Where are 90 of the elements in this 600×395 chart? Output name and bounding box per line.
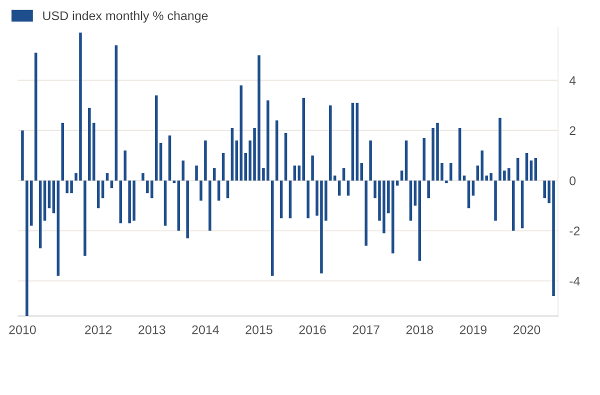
bar bbox=[414, 180, 417, 206]
bar bbox=[168, 135, 172, 181]
bar bbox=[391, 180, 394, 254]
bar bbox=[284, 132, 288, 181]
bar bbox=[351, 102, 354, 181]
bar bbox=[48, 180, 51, 208]
bar bbox=[364, 180, 368, 246]
bar bbox=[21, 130, 24, 181]
x-tick-label: 2013 bbox=[138, 325, 166, 334]
bar bbox=[445, 180, 448, 184]
bar bbox=[124, 150, 126, 181]
bar bbox=[400, 170, 404, 181]
bar bbox=[534, 158, 538, 181]
bar bbox=[200, 180, 202, 201]
bar bbox=[302, 98, 306, 181]
bar bbox=[458, 128, 462, 181]
y-tick-label: 4 bbox=[569, 76, 576, 85]
bar bbox=[369, 140, 372, 181]
x-tick-label: 2010 bbox=[9, 325, 36, 334]
bar bbox=[110, 180, 114, 188]
x-tick-label: 2017 bbox=[352, 325, 380, 334]
x-tick-label: 2018 bbox=[406, 325, 434, 334]
bar bbox=[472, 180, 475, 196]
y-tick-label: -4 bbox=[570, 276, 580, 286]
bar bbox=[142, 173, 144, 181]
bar bbox=[275, 120, 278, 181]
bar bbox=[34, 52, 38, 181]
bar bbox=[409, 180, 412, 221]
bar bbox=[222, 153, 225, 181]
bar bbox=[450, 163, 452, 181]
legend-label: USD index monthly % change bbox=[43, 11, 208, 23]
bar bbox=[494, 180, 497, 221]
bar bbox=[240, 85, 243, 181]
bar bbox=[106, 173, 109, 181]
bar bbox=[360, 163, 364, 181]
x-tick-label: 2012 bbox=[85, 325, 112, 334]
bar bbox=[154, 95, 158, 181]
x-tick-label: 2015 bbox=[246, 325, 272, 334]
bar bbox=[418, 180, 422, 261]
x-tick-label: 2019 bbox=[460, 325, 487, 334]
bar bbox=[208, 180, 212, 231]
bar bbox=[427, 180, 430, 198]
bar bbox=[186, 180, 189, 238]
bar bbox=[119, 180, 122, 224]
bar bbox=[329, 105, 332, 181]
y-tick-label: 2 bbox=[570, 126, 576, 135]
bar bbox=[177, 180, 180, 231]
x-tick-label: 2014 bbox=[192, 325, 219, 334]
bar bbox=[520, 180, 524, 228]
y-tick-label: -2 bbox=[570, 226, 580, 236]
bar bbox=[530, 160, 533, 181]
bar bbox=[306, 180, 310, 218]
bar bbox=[114, 45, 118, 181]
bar bbox=[101, 180, 104, 198]
bar bbox=[516, 158, 520, 181]
bar bbox=[61, 122, 64, 181]
x-tick-label: 2020 bbox=[513, 325, 540, 334]
bar bbox=[288, 180, 292, 218]
bar bbox=[346, 180, 350, 196]
bar bbox=[204, 140, 207, 181]
bar bbox=[226, 180, 230, 198]
bar bbox=[56, 180, 60, 276]
bar bbox=[96, 180, 100, 208]
bar bbox=[159, 142, 162, 181]
bar bbox=[84, 180, 86, 256]
bar bbox=[195, 166, 198, 181]
bar bbox=[235, 140, 238, 181]
bar bbox=[38, 180, 42, 248]
bar bbox=[525, 153, 528, 181]
bar bbox=[217, 180, 220, 201]
bar bbox=[422, 138, 426, 181]
bar bbox=[467, 180, 470, 208]
bar bbox=[356, 102, 359, 181]
bar bbox=[338, 180, 341, 196]
bar bbox=[43, 180, 46, 221]
bar bbox=[280, 180, 283, 218]
bar bbox=[311, 156, 314, 181]
bar bbox=[512, 180, 515, 231]
bar bbox=[230, 128, 234, 181]
y-tick-label: 0 bbox=[570, 176, 576, 186]
bar bbox=[270, 180, 274, 276]
bar bbox=[480, 150, 484, 181]
bar bbox=[182, 160, 185, 181]
bar bbox=[404, 140, 408, 181]
bar bbox=[293, 166, 296, 181]
x-tick-label: 2016 bbox=[299, 325, 326, 334]
bar bbox=[342, 168, 346, 181]
bar bbox=[52, 180, 56, 214]
bar bbox=[212, 168, 216, 181]
bar bbox=[164, 180, 167, 226]
